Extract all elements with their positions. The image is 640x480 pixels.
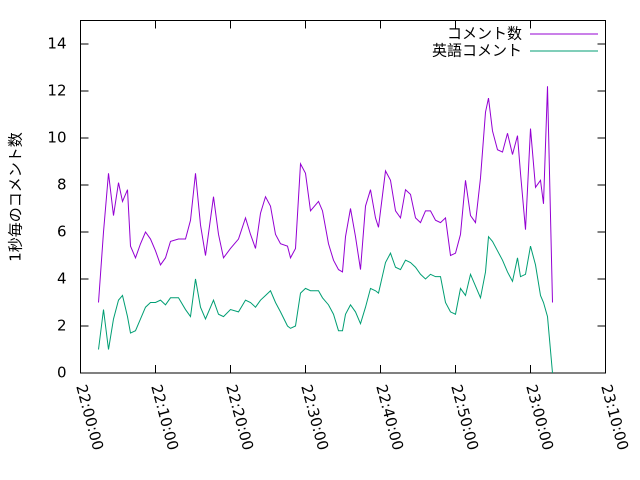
- legend-label: 英語コメント: [432, 42, 522, 60]
- y-tick-label: 12: [47, 82, 66, 100]
- x-tick-label: 22:40:00: [372, 383, 407, 453]
- x-tick-label: 22:00:00: [72, 383, 107, 453]
- y-tick-label: 4: [57, 270, 67, 288]
- series-line: [98, 86, 553, 303]
- y-tick-label: 2: [57, 317, 67, 335]
- x-tick-label: 22:30:00: [297, 383, 332, 453]
- legend-label: コメント数: [447, 25, 522, 43]
- x-tick-label: 22:50:00: [447, 383, 482, 453]
- y-tick-label: 6: [57, 223, 67, 241]
- y-tick-label: 10: [47, 129, 66, 147]
- y-tick-label: 8: [57, 176, 67, 194]
- y-axis-label: 1秒毎のコメント数: [7, 132, 25, 262]
- series-line: [98, 235, 553, 374]
- x-tick-label: 22:20:00: [222, 383, 257, 453]
- y-tick-label: 14: [47, 35, 66, 53]
- x-tick-label: 23:10:00: [597, 383, 632, 453]
- y-tick-label: 0: [57, 364, 67, 382]
- plot-border: [80, 20, 606, 374]
- x-tick-label: 22:10:00: [147, 383, 182, 453]
- x-tick-label: 23:00:00: [522, 383, 557, 453]
